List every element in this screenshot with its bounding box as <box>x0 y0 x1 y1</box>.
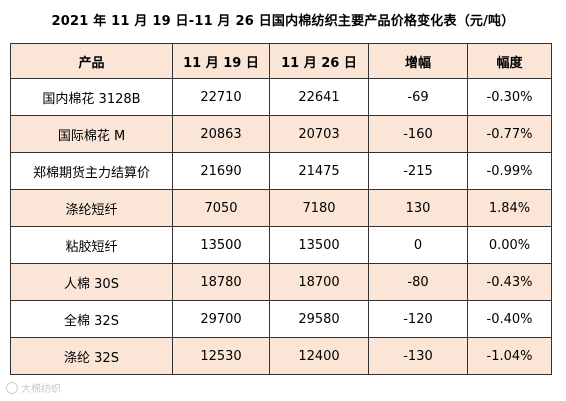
table-row: 郑棉期货主力结算价 21690 21475 -215 -0.99% <box>10 152 552 190</box>
cell-nov26: 29580 <box>269 300 369 338</box>
table-row: 全棉 32S 29700 29580 -120 -0.40% <box>10 300 552 338</box>
cell-nov26: 21475 <box>269 152 369 190</box>
cell-change: -215 <box>368 152 468 190</box>
cell-product: 国际棉花 M <box>10 115 173 153</box>
header-change: 增幅 <box>368 43 468 79</box>
cell-nov19: 13500 <box>172 226 270 264</box>
cell-percent: 0.00% <box>467 226 552 264</box>
table-header-row: 产品 11 月 19 日 11 月 26 日 增幅 幅度 <box>10 43 552 79</box>
table-row: 粘胶短纤 13500 13500 0 0.00% <box>10 226 552 264</box>
cell-nov19: 7050 <box>172 189 270 227</box>
watermark-text: 大棉纺织 <box>21 384 61 395</box>
header-product: 产品 <box>10 43 173 79</box>
cell-product: 郑棉期货主力结算价 <box>10 152 173 190</box>
table-row: 涤纶 32S 12530 12400 -130 -1.04% <box>10 337 552 375</box>
price-change-table: 产品 11 月 19 日 11 月 26 日 增幅 幅度 国内棉花 3128B … <box>10 43 552 375</box>
cell-nov26: 7180 <box>269 189 369 227</box>
table-row: 国际棉花 M 20863 20703 -160 -0.77% <box>10 115 552 153</box>
cell-nov26: 13500 <box>269 226 369 264</box>
cell-product: 粘胶短纤 <box>10 226 173 264</box>
cell-percent: 1.84% <box>467 189 552 227</box>
header-percent: 幅度 <box>467 43 552 79</box>
page-title: 2021 年 11 月 19 日-11 月 26 日国内棉纺织主要产品价格变化表… <box>51 14 515 29</box>
header-nov26: 11 月 26 日 <box>269 43 369 79</box>
cell-product: 涤纶 32S <box>10 337 173 375</box>
cell-change: -160 <box>368 115 468 153</box>
cell-percent: -1.04% <box>467 337 552 375</box>
cell-product: 涤纶短纤 <box>10 189 173 227</box>
cell-nov19: 18780 <box>172 263 270 301</box>
cell-nov19: 20863 <box>172 115 270 153</box>
cell-change: -120 <box>368 300 468 338</box>
cell-change: -130 <box>368 337 468 375</box>
cell-nov19: 22710 <box>172 78 270 116</box>
cell-nov19: 12530 <box>172 337 270 375</box>
cell-nov19: 21690 <box>172 152 270 190</box>
table-row: 人棉 30S 18780 18700 -80 -0.43% <box>10 263 552 301</box>
cell-percent: -0.40% <box>467 300 552 338</box>
cell-product: 全棉 32S <box>10 300 173 338</box>
logo-icon <box>6 381 18 394</box>
header-nov19: 11 月 19 日 <box>172 43 270 79</box>
cell-change: -69 <box>368 78 468 116</box>
watermark: 大棉纺织 <box>6 380 61 395</box>
cell-product: 人棉 30S <box>10 263 173 301</box>
cell-percent: -0.30% <box>467 78 552 116</box>
table-row: 涤纶短纤 7050 7180 130 1.84% <box>10 189 552 227</box>
cell-change: 0 <box>368 226 468 264</box>
cell-nov26: 22641 <box>269 78 369 116</box>
cell-product: 国内棉花 3128B <box>10 78 173 116</box>
cell-nov26: 12400 <box>269 337 369 375</box>
cell-nov19: 29700 <box>172 300 270 338</box>
table-row: 国内棉花 3128B 22710 22641 -69 -0.30% <box>10 78 552 116</box>
cell-percent: -0.77% <box>467 115 552 153</box>
cell-nov26: 18700 <box>269 263 369 301</box>
cell-nov26: 20703 <box>269 115 369 153</box>
cell-percent: -0.43% <box>467 263 552 301</box>
cell-change: 130 <box>368 189 468 227</box>
cell-change: -80 <box>368 263 468 301</box>
cell-percent: -0.99% <box>467 152 552 190</box>
